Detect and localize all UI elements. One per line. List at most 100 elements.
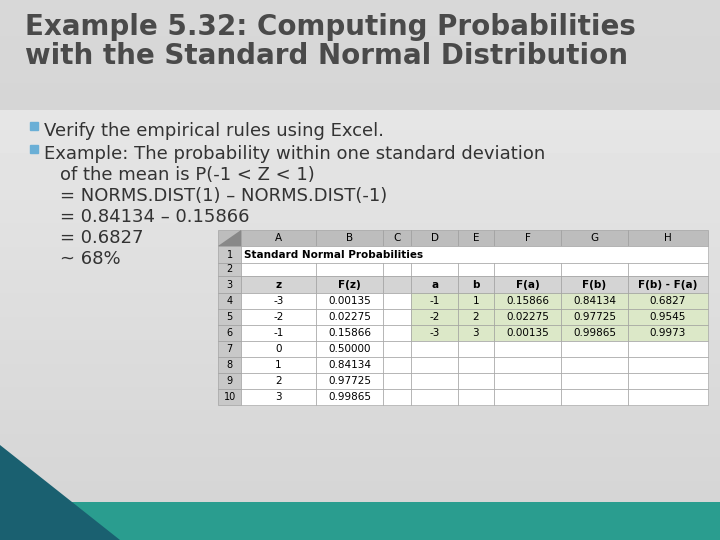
Text: F(a): F(a) — [516, 280, 539, 289]
Bar — [494, 341, 561, 357]
Bar — [561, 341, 628, 357]
Text: -1: -1 — [429, 296, 440, 306]
Text: A: A — [275, 233, 282, 243]
Bar — [458, 373, 494, 389]
Text: F(b) - F(a): F(b) - F(a) — [639, 280, 698, 289]
Text: Standard Normal Probabilities: Standard Normal Probabilities — [244, 249, 423, 260]
Bar — [628, 276, 708, 293]
Bar — [316, 357, 383, 373]
Polygon shape — [0, 445, 120, 540]
Bar — [494, 263, 561, 276]
Bar — [494, 389, 561, 405]
Bar — [218, 357, 241, 373]
Bar — [383, 325, 411, 341]
Text: ~ 68%: ~ 68% — [60, 250, 121, 268]
Bar — [241, 325, 316, 341]
Text: G: G — [590, 233, 598, 243]
Bar — [218, 389, 241, 405]
Text: 0.9545: 0.9545 — [650, 312, 686, 322]
Text: 0.99865: 0.99865 — [328, 392, 371, 402]
Bar — [0, 502, 720, 540]
Text: F: F — [525, 233, 531, 243]
Text: 2: 2 — [275, 376, 282, 386]
Bar — [628, 230, 708, 246]
Bar — [458, 230, 494, 246]
Bar — [494, 309, 561, 325]
Bar — [458, 341, 494, 357]
Bar — [458, 389, 494, 405]
Text: 0.50000: 0.50000 — [328, 344, 371, 354]
Bar — [494, 293, 561, 309]
Bar — [458, 309, 494, 325]
Bar — [561, 389, 628, 405]
Bar — [241, 246, 708, 263]
Bar — [316, 389, 383, 405]
Text: 1: 1 — [227, 249, 233, 260]
Bar — [561, 325, 628, 341]
Bar — [241, 373, 316, 389]
Bar — [561, 293, 628, 309]
Bar — [241, 357, 316, 373]
Bar — [316, 263, 383, 276]
Text: 3: 3 — [275, 392, 282, 402]
Text: 0.00135: 0.00135 — [506, 328, 549, 338]
Bar — [241, 389, 316, 405]
Bar — [561, 357, 628, 373]
Text: 0.84134: 0.84134 — [328, 360, 371, 370]
Bar — [458, 325, 494, 341]
Text: = 0.6827: = 0.6827 — [60, 229, 143, 247]
Bar — [628, 341, 708, 357]
Text: -2: -2 — [274, 312, 284, 322]
Bar — [628, 293, 708, 309]
Bar — [561, 373, 628, 389]
Text: 0.97725: 0.97725 — [573, 312, 616, 322]
Bar — [458, 293, 494, 309]
Bar — [411, 293, 458, 309]
Bar — [494, 276, 561, 293]
Bar — [316, 230, 383, 246]
Text: F(z): F(z) — [338, 280, 361, 289]
Text: B: B — [346, 233, 353, 243]
Bar — [458, 357, 494, 373]
Text: Verify the empirical rules using Excel.: Verify the empirical rules using Excel. — [44, 122, 384, 140]
Bar — [411, 325, 458, 341]
Bar — [411, 276, 458, 293]
Text: E: E — [472, 233, 479, 243]
Bar — [316, 293, 383, 309]
Bar — [628, 325, 708, 341]
Text: 2: 2 — [472, 312, 480, 322]
Text: 0.99865: 0.99865 — [573, 328, 616, 338]
Bar — [383, 389, 411, 405]
Text: F(b): F(b) — [582, 280, 606, 289]
Bar — [561, 276, 628, 293]
Bar — [241, 309, 316, 325]
Text: -2: -2 — [429, 312, 440, 322]
Bar — [383, 263, 411, 276]
Text: H: H — [664, 233, 672, 243]
Bar — [316, 309, 383, 325]
Bar — [411, 357, 458, 373]
Text: 0: 0 — [275, 344, 282, 354]
Bar — [218, 293, 241, 309]
Text: = NORMS.DIST(1) – NORMS.DIST(-1): = NORMS.DIST(1) – NORMS.DIST(-1) — [60, 187, 387, 205]
Text: of the mean is P(-1 < Z < 1): of the mean is P(-1 < Z < 1) — [60, 166, 315, 184]
Bar — [561, 309, 628, 325]
Bar — [218, 373, 241, 389]
Text: 5: 5 — [227, 312, 233, 322]
Bar — [383, 341, 411, 357]
Text: C: C — [394, 233, 401, 243]
Text: 0.6827: 0.6827 — [650, 296, 686, 306]
Bar — [383, 230, 411, 246]
Bar — [241, 293, 316, 309]
Bar — [383, 357, 411, 373]
Text: z: z — [276, 280, 282, 289]
Bar — [411, 230, 458, 246]
Bar — [561, 230, 628, 246]
Text: 8: 8 — [227, 360, 233, 370]
Bar — [411, 263, 458, 276]
Bar — [628, 357, 708, 373]
Text: -1: -1 — [274, 328, 284, 338]
Bar — [411, 341, 458, 357]
Bar — [458, 263, 494, 276]
Bar — [218, 276, 241, 293]
